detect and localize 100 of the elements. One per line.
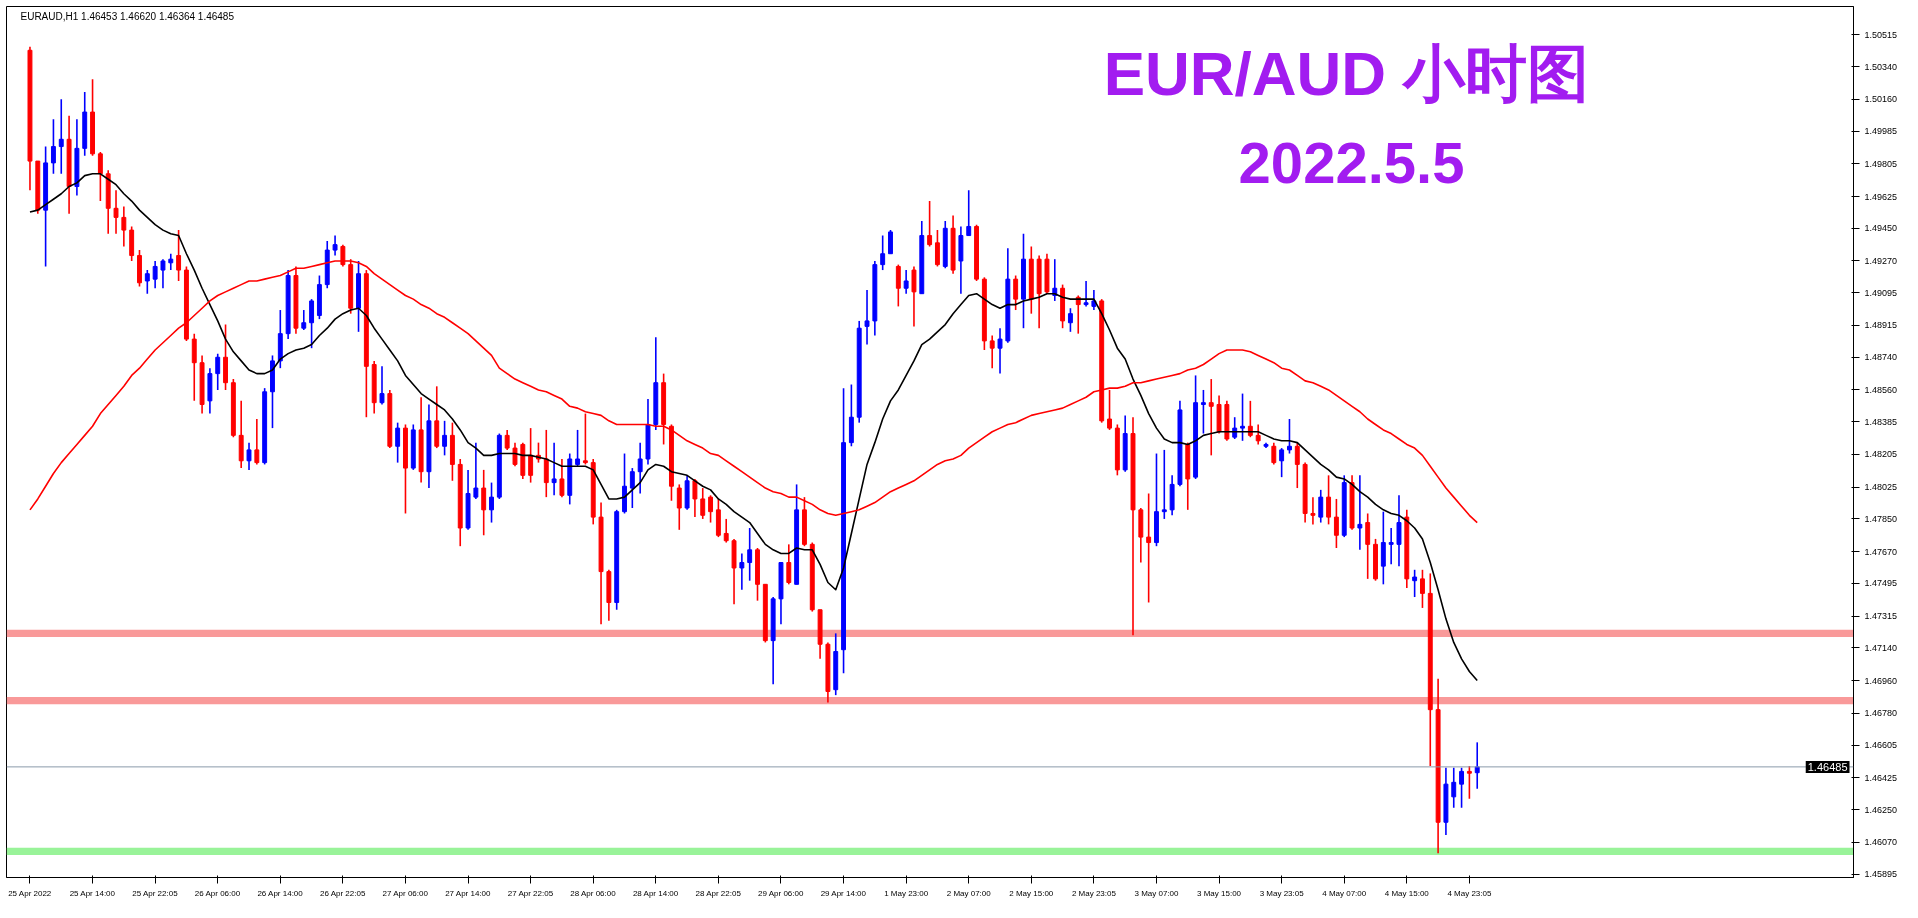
candlestick [1240, 392, 1245, 442]
candlestick [1396, 494, 1402, 567]
x-tick-label: 3 May 07:00 [1134, 888, 1180, 898]
candlestick [723, 518, 729, 544]
candlestick [332, 234, 338, 257]
candlestick [1146, 492, 1152, 604]
candlestick [160, 258, 166, 290]
x-tick-label: 4 May 15:00 [1384, 888, 1430, 898]
candlestick [504, 429, 510, 451]
y-tick-label: 1.47670 [1864, 546, 1898, 557]
x-tick-label: 1 May 23:00 [884, 888, 929, 898]
candlestick [1255, 423, 1261, 446]
x-tick-label: 25 Apr 14:00 [69, 888, 116, 898]
candlestick [934, 229, 940, 268]
x-tick-label: 28 Apr 06:00 [570, 888, 617, 898]
candlestick [1161, 449, 1167, 520]
x-tick-label: 26 Apr 06:00 [194, 888, 241, 898]
candlestick [895, 263, 901, 308]
candlestick [543, 429, 549, 498]
candlestick [512, 441, 518, 468]
x-tick-label: 25 Apr 2022 [8, 888, 52, 898]
x-tick-label: 29 Apr 14:00 [820, 888, 867, 898]
y-tick-label: 1.46425 [1864, 772, 1898, 783]
candlestick [1310, 496, 1316, 526]
candlestick [395, 421, 401, 464]
x-tick-label: 3 May 23:05 [1259, 888, 1305, 898]
candlestick [1326, 474, 1332, 526]
candlestick [1365, 512, 1371, 580]
y-tick-label: 1.46960 [1864, 675, 1898, 686]
candlestick [1466, 765, 1472, 800]
candlestick [481, 469, 487, 537]
y-tick-label: 1.47140 [1864, 642, 1898, 653]
candlestick [1208, 378, 1214, 457]
candlestick [551, 441, 557, 497]
ref-line-label: 1.46485 [1807, 760, 1848, 773]
text: EUR/AUD 小时图 [1103, 38, 1590, 108]
annotation: EURAUD,H1 1.46453 1.46620 1.46364 1.46485 [20, 10, 235, 22]
x-tick-label: 28 Apr 14:00 [632, 888, 679, 898]
candlestick [637, 441, 643, 495]
x-tick-label: 26 Apr 14:00 [257, 888, 304, 898]
y-tick-label: 1.48915 [1864, 320, 1898, 331]
candlestick [739, 552, 745, 591]
candlestick [379, 365, 385, 406]
candlestick [911, 265, 917, 328]
candlestick [1420, 568, 1425, 609]
y-tick-label: 1.48740 [1864, 352, 1898, 363]
x-tick-label: 3 May 15:00 [1197, 888, 1242, 898]
candlestick [629, 467, 635, 509]
y-tick-label: 1.49270 [1864, 255, 1898, 266]
candlestick [1067, 307, 1073, 333]
candlestick [254, 418, 260, 466]
candlestick [1451, 766, 1457, 809]
y-tick-label: 1.47495 [1864, 578, 1898, 589]
candlestick [1013, 274, 1019, 311]
y-tick-label: 1.49450 [1864, 223, 1898, 234]
candlestick [559, 458, 565, 498]
candlestick [989, 334, 995, 369]
x-tick-label: 25 Apr 22:05 [132, 888, 179, 898]
candlestick [786, 543, 792, 586]
candlestick [1333, 498, 1339, 549]
candlestick [997, 327, 1003, 375]
candlestick [700, 487, 706, 520]
candlestick [121, 205, 127, 248]
candlestick [246, 441, 252, 471]
candlestick [1271, 441, 1277, 466]
candlestick [1459, 766, 1465, 809]
candlestick [582, 412, 588, 466]
y-tick-label: 1.46250 [1864, 804, 1898, 815]
candlestick [1107, 389, 1112, 431]
x-tick-label: 2 May 15:00 [1009, 888, 1054, 898]
candlestick [747, 527, 753, 582]
candlestick [1388, 527, 1394, 566]
y-tick-label: 1.50340 [1864, 61, 1898, 72]
candlestick [301, 309, 307, 331]
candlestick [1294, 441, 1300, 489]
y-tick-label: 1.45895 [1864, 869, 1898, 880]
y-tick-label: 1.48385 [1864, 416, 1898, 427]
candlestick [927, 200, 933, 248]
candlestick [692, 478, 698, 518]
y-tick-label: 1.48205 [1864, 449, 1898, 460]
candlestick [1412, 568, 1418, 598]
candlestick [1279, 447, 1285, 478]
candlestick [473, 441, 479, 500]
y-tick-label: 1.47850 [1864, 513, 1898, 524]
y-tick-label: 1.46605 [1864, 740, 1898, 751]
y-tick-label: 1.50160 [1864, 94, 1898, 105]
y-tick-label: 1.46780 [1864, 708, 1898, 719]
candlestick [888, 229, 893, 255]
candlestick [1083, 280, 1089, 308]
candlestick [575, 429, 581, 468]
y-tick-label: 1.49095 [1864, 287, 1898, 298]
candlestick [676, 483, 682, 531]
x-tick-label: 29 Apr 06:00 [758, 888, 804, 898]
text: 2022.5.5 [1238, 129, 1465, 195]
y-tick-label: 1.50515 [1864, 29, 1898, 40]
x-tick-label: 2 May 07:00 [946, 888, 992, 898]
y-tick-label: 1.48560 [1864, 384, 1898, 395]
candlestick [1200, 389, 1206, 435]
candlestick [97, 151, 103, 202]
candlestick [1091, 289, 1097, 311]
